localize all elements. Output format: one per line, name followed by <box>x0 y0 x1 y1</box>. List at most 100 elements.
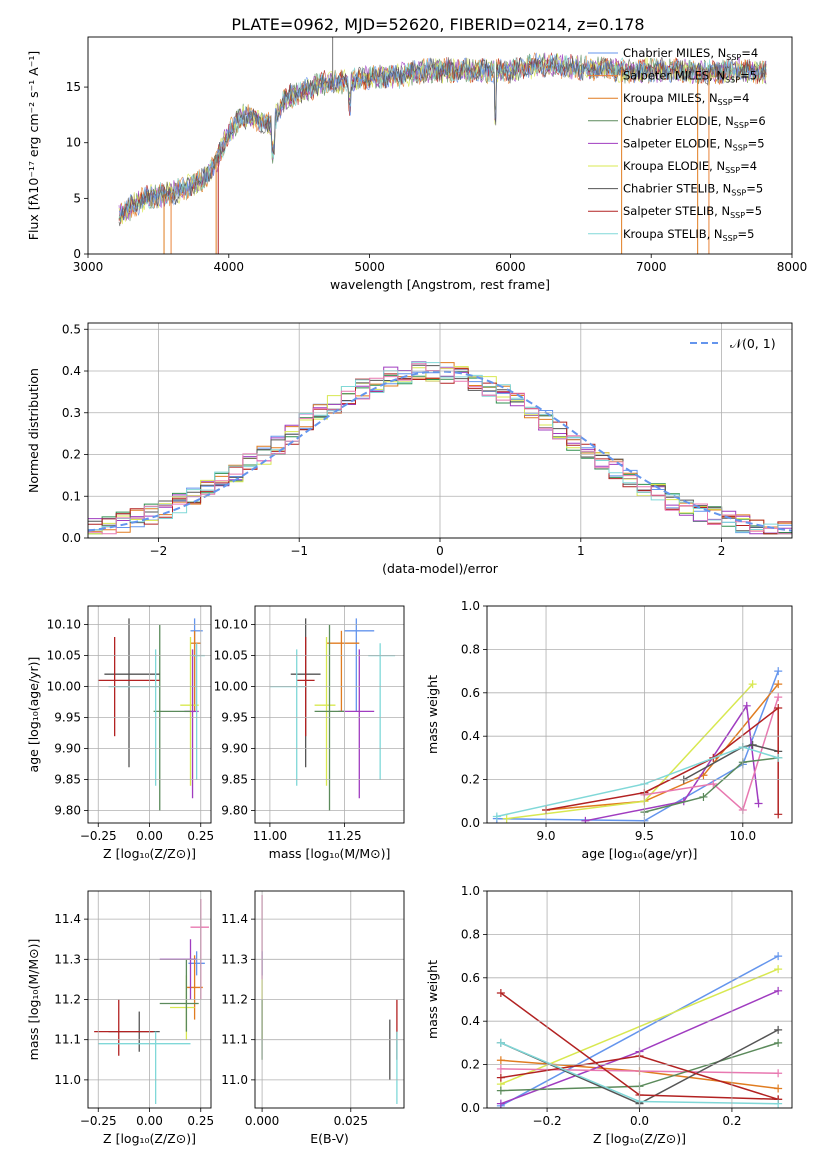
y-tick-label: 11.1 <box>54 1033 81 1047</box>
legend-label-eq: =5 <box>748 136 765 150</box>
y-tick-label: 9.80 <box>54 804 81 818</box>
y-tick-label: 11.2 <box>221 993 248 1007</box>
x-tick-label: −1 <box>290 544 308 558</box>
x-axis-label: age [log₁₀(age/yr)] <box>582 846 698 861</box>
panel-residuals: −2 −1 0 1 2 0.0 0.1 0.2 0.3 0.4 0.5 (data-model)/er… <box>26 322 793 576</box>
data-point-marker <box>502 814 511 823</box>
panel-mass_weight_vs_age: 9.0 9.5 10.0 0.0 0.2 0.4 0.6 0.8 1.0 age [log₁₀(a… <box>425 599 793 861</box>
spectrum-series <box>118 53 767 227</box>
x-tick-label: 11.00 <box>253 829 287 843</box>
y-tick-label: 0 <box>73 247 81 261</box>
y-axis-label: age [log₁₀(age/yr)] <box>26 657 41 773</box>
legend-label-name: Chabrier ELODIE, N <box>623 114 734 128</box>
data-point-marker <box>496 1099 505 1108</box>
y-tick-label: 0.6 <box>461 686 480 700</box>
legend-label-name: Salpeter MILES, N <box>623 69 725 83</box>
axes-frame <box>254 605 405 824</box>
y-tick-label: 0.1 <box>62 489 81 503</box>
y-tick-label: 11.3 <box>54 952 81 966</box>
y-tick-label: 0.2 <box>461 773 480 787</box>
data-point-marker <box>496 1064 505 1073</box>
panel-age_vs_Z: −0.25 0.00 0.25 9.80 9.85 9.90 9.95 10.00 10.05 1… <box>26 605 214 861</box>
data-point-marker <box>581 816 590 823</box>
x-tick-label: −0.25 <box>80 829 117 843</box>
mass-weight-series <box>644 696 779 812</box>
legend-label-name: Chabrier STELIB, N <box>623 182 731 196</box>
plot-area <box>118 37 767 254</box>
data-point-marker <box>699 792 708 801</box>
legend-label-sub: SSP <box>726 53 741 62</box>
y-tick-label: 10.00 <box>47 680 81 694</box>
panel-spectrum: 3000 4000 5000 6000 7000 8000 0 5 10 15 wavelength… <box>26 36 807 292</box>
data-point-marker <box>709 779 718 788</box>
legend-label-sub: SSP <box>725 166 740 175</box>
axes-frame <box>87 36 793 255</box>
axes-frame <box>486 890 793 1109</box>
plot-area <box>269 618 396 811</box>
legend-label-eq: =6 <box>749 114 766 128</box>
y-tick-label: 9.95 <box>54 711 81 725</box>
y-tick-label: 1.0 <box>461 599 480 613</box>
legend-label-eq: =5 <box>746 182 763 196</box>
y-tick-label: 0.8 <box>461 642 480 656</box>
x-tick-label: 0.0 <box>630 1114 649 1128</box>
x-axis-label: Z [log₁₀(Z/Z⊙)] <box>593 1131 686 1146</box>
legend-label-name: Salpeter ELODIE, N <box>623 136 733 150</box>
x-tick-label: 0.2 <box>722 1114 741 1128</box>
data-point-marker <box>774 1025 783 1034</box>
data-point-marker <box>774 753 783 762</box>
data-point-marker <box>742 701 751 710</box>
y-tick-label: 0.4 <box>461 729 480 743</box>
x-axis-label: (data-model)/error <box>382 561 499 576</box>
data-point-marker <box>496 1086 505 1095</box>
panel-mass_weight_vs_Z: −0.2 0.0 0.2 0.0 0.2 0.4 0.6 0.8 1.0 Z [log₁₀(Z/Z… <box>425 884 793 1146</box>
y-tick-label: 0.0 <box>461 816 480 830</box>
y-tick-label: 0.0 <box>62 531 81 545</box>
x-axis-label: E(B-V) <box>310 1131 349 1146</box>
x-tick-label: 5000 <box>354 260 385 274</box>
y-axis-label: mass weight <box>425 960 440 1039</box>
x-tick-label: 9.5 <box>635 829 654 843</box>
legend-label: Kroupa MILES, NSSP=4 <box>623 91 749 107</box>
y-tick-label: 0.0 <box>461 1101 480 1115</box>
legend-label-sub: SSP <box>723 234 738 243</box>
y-tick-label: 11.4 <box>221 912 248 926</box>
legend-label-name: Chabrier MILES, N <box>623 46 726 60</box>
legend-label-sub: SSP <box>731 189 746 198</box>
y-tick-label: 0.2 <box>62 448 81 462</box>
legend-label-sub: SSP <box>730 211 745 220</box>
legend-label-name: Kroupa MILES, N <box>623 91 718 105</box>
y-tick-label: 11.0 <box>221 1073 248 1087</box>
x-axis-label: Z [log₁₀(Z/Z⊙)] <box>103 1131 196 1146</box>
x-axis-label: wavelength [Angstrom, rest frame] <box>330 277 550 292</box>
x-tick-label: −0.2 <box>533 1114 562 1128</box>
x-tick-label: 2 <box>718 544 726 558</box>
x-tick-label: 0.00 <box>136 829 163 843</box>
y-tick-label: 10.05 <box>47 649 81 663</box>
x-axis-label: Z [log₁₀(Z/Z⊙)] <box>103 846 196 861</box>
legend-label-eq: =5 <box>740 69 757 83</box>
mass-weight-series <box>585 703 760 822</box>
x-tick-label: 0.25 <box>187 1114 214 1128</box>
x-tick-label: 0 <box>436 544 444 558</box>
y-tick-label: 10 <box>66 136 81 150</box>
axes-frame <box>87 890 212 1109</box>
legend-label-name: Salpeter STELIB, N <box>623 204 730 218</box>
legend-label-sub: SSP <box>733 143 748 152</box>
y-tick-label: 9.85 <box>54 773 81 787</box>
y-tick-label: 11.1 <box>221 1033 248 1047</box>
legend-label: Salpeter MILES, NSSP=5 <box>623 69 757 85</box>
x-tick-label: 0.25 <box>187 829 214 843</box>
data-point-marker <box>496 988 505 997</box>
data-point-marker <box>774 703 783 712</box>
x-tick-label: 7000 <box>636 260 667 274</box>
legend-label-eq: =5 <box>738 227 755 241</box>
y-tick-label: 0.8 <box>461 927 480 941</box>
legend-label-eq: =5 <box>745 204 762 218</box>
legend-label-eq: =4 <box>733 91 750 105</box>
y-tick-label: 0.2 <box>461 1058 480 1072</box>
x-tick-label: 3000 <box>73 260 104 274</box>
legend-label: Kroupa STELIB, NSSP=5 <box>623 227 754 243</box>
